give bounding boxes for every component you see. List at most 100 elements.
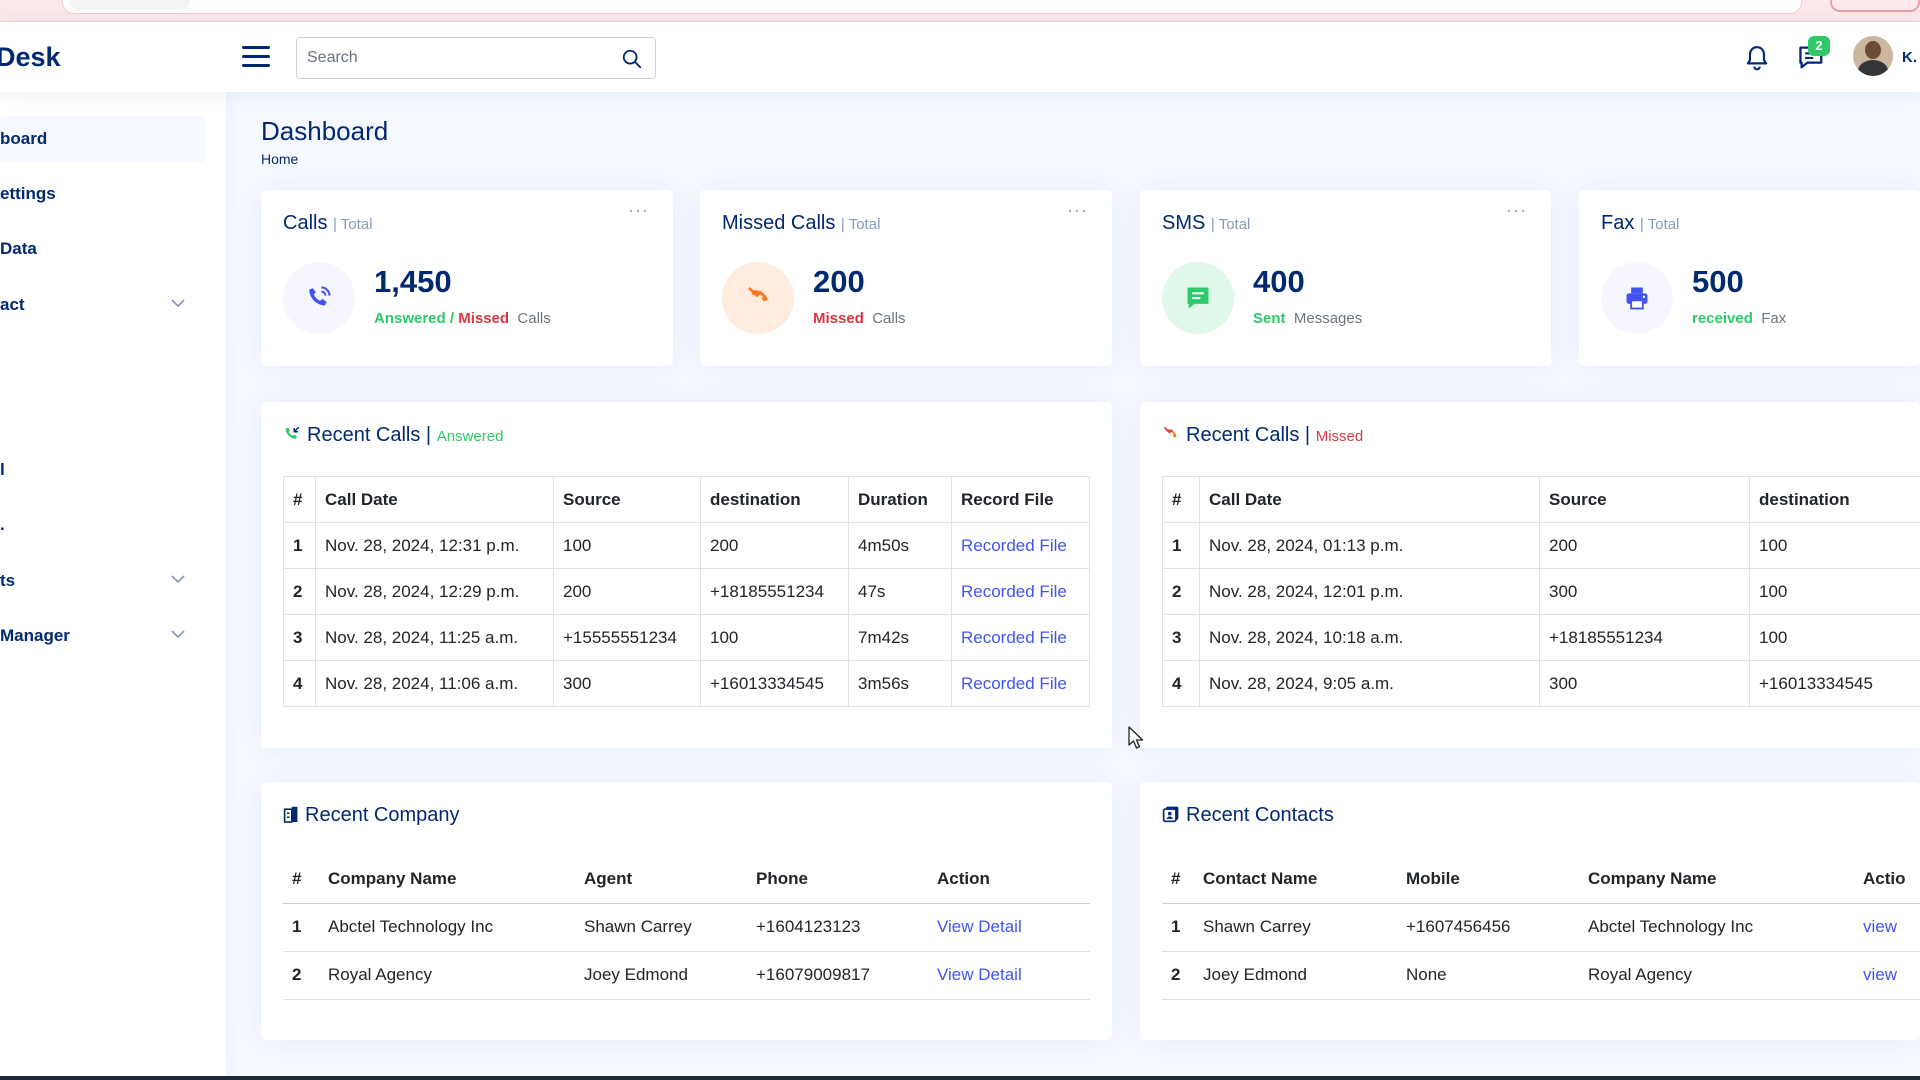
view-detail-link[interactable]: View Detail — [937, 917, 1022, 936]
sidebar-item-label: ts — [0, 571, 16, 590]
search-icon[interactable] — [621, 48, 643, 70]
sidebar-item-label: ettings — [0, 184, 56, 203]
call-duration: 4m50s — [848, 522, 952, 569]
call-date: Nov. 28, 2024, 11:06 a.m. — [315, 660, 554, 707]
column-header: Agent — [575, 855, 747, 904]
sidebar-item-data[interactable]: Data — [0, 226, 205, 272]
call-date: Nov. 28, 2024, 12:29 p.m. — [315, 568, 554, 615]
card-description: Sent Messages — [1253, 310, 1363, 327]
column-header: # — [283, 476, 316, 523]
recent-missed-calls-card: Recent Calls | Missed # Call Date Source… — [1140, 402, 1920, 748]
recorded-file-link[interactable]: Recorded File — [961, 535, 1067, 555]
sidebar-item-5[interactable]: l — [0, 447, 205, 493]
sidebar-item-dashboard[interactable]: board — [0, 116, 205, 162]
search-input[interactable] — [307, 47, 607, 69]
sidebar-item-label: l — [0, 460, 5, 479]
company-name: Royal Agency — [319, 951, 575, 1000]
sidebar-item-6[interactable]: . — [0, 502, 205, 548]
sidebar-item-reports[interactable]: ts — [0, 558, 205, 604]
card-menu-icon[interactable]: ··· — [1506, 200, 1527, 220]
missed-call-icon — [722, 262, 794, 334]
page-title: Dashboard — [261, 116, 389, 146]
call-destination: 100 — [1749, 522, 1920, 569]
menu-toggle-icon[interactable] — [242, 46, 270, 68]
call-destination: 100 — [700, 614, 849, 661]
view-link[interactable]: view — [1863, 917, 1898, 936]
sidebar-item-label: . — [0, 515, 5, 534]
call-destination: +16013334545 — [1749, 660, 1920, 707]
call-destination: 100 — [1749, 614, 1920, 661]
bell-icon[interactable] — [1744, 44, 1770, 72]
card-title: SMS | Total — [1162, 212, 1251, 234]
column-header: # — [1162, 476, 1200, 523]
user-name[interactable]: K. — [1902, 49, 1917, 66]
table-row: 4 Nov. 28, 2024, 11:06 a.m. 300 +1601333454… — [283, 660, 1090, 707]
taskbar-edge — [0, 1076, 1920, 1080]
card-menu-icon[interactable]: ··· — [1067, 200, 1088, 220]
contacts-table: # Contact Name Mobile Company Name Actio… — [1162, 855, 1920, 1000]
table-row: 4 Nov. 28, 2024, 9:05 a.m. 300 +16013334545 — [1162, 660, 1920, 707]
card-description: received Fax — [1692, 310, 1787, 327]
view-detail-link[interactable]: View Detail — [937, 965, 1022, 984]
printer-icon — [1601, 262, 1673, 334]
recorded-file-link[interactable]: Recorded File — [961, 627, 1067, 647]
phone-incoming-icon — [285, 426, 300, 439]
call-source: 200 — [553, 568, 701, 615]
phone-icon — [283, 262, 355, 334]
column-header: # — [1162, 855, 1194, 904]
sidebar-item-settings[interactable]: ettings — [0, 171, 205, 217]
call-date: Nov. 28, 2024, 12:01 p.m. — [1199, 568, 1540, 615]
row-index: 1 — [283, 903, 319, 952]
recorded-file-link[interactable]: Recorded File — [961, 581, 1067, 601]
sms-stat-card: ··· SMS | Total 400 Sent Messages — [1140, 190, 1551, 366]
recorded-file-link[interactable]: Recorded File — [961, 673, 1067, 693]
sidebar-item-label: Manager — [0, 626, 70, 645]
table-row: 2 Royal Agency Joey Edmond +16079009817 View… — [283, 951, 1090, 1000]
section-title: Recent Company — [283, 804, 460, 827]
column-header: Call Date — [315, 476, 554, 523]
avatar[interactable] — [1853, 36, 1893, 76]
call-duration: 47s — [848, 568, 952, 615]
call-destination: 200 — [700, 522, 849, 569]
record-button[interactable] — [1830, 0, 1920, 12]
column-header: Actio — [1854, 855, 1920, 904]
card-menu-icon[interactable]: ··· — [628, 200, 649, 220]
row-index: 4 — [1162, 660, 1200, 707]
column-header: Company Name — [1579, 855, 1854, 904]
breadcrumb[interactable]: Home — [261, 151, 299, 167]
call-date: Nov. 28, 2024, 12:31 p.m. — [315, 522, 554, 569]
company-name: Royal Agency — [1579, 951, 1854, 1000]
phone-number: +1604123123 — [747, 903, 928, 952]
call-source: 300 — [553, 660, 701, 707]
column-header: Call Date — [1199, 476, 1540, 523]
chevron-down-icon — [171, 299, 185, 308]
address-bar[interactable] — [62, 0, 1802, 14]
answered-calls-table: # Call Date Source destination Duration … — [283, 476, 1090, 707]
card-title: Calls | Total — [283, 212, 373, 234]
view-link[interactable]: view — [1863, 965, 1898, 984]
call-source: +15555551234 — [553, 614, 701, 661]
sidebar-item-contact[interactable]: act — [0, 282, 205, 328]
calls-total-value: 1,450 — [374, 264, 452, 299]
browser-tab[interactable] — [70, 0, 190, 10]
table-row: 1 Abctel Technology Inc Shawn Carrey +16041… — [283, 903, 1090, 952]
sidebar-item-manager[interactable]: Manager — [0, 613, 205, 659]
missed-calls-value: 200 — [813, 264, 865, 299]
row-index: 2 — [283, 951, 319, 1000]
table-row: 2 Joey Edmond None Royal Agency view — [1162, 951, 1920, 1000]
fax-total-value: 500 — [1692, 264, 1744, 299]
call-duration: 3m56s — [848, 660, 952, 707]
call-duration: 7m42s — [848, 614, 952, 661]
row-index: 2 — [1162, 568, 1200, 615]
search-box — [296, 37, 656, 79]
fax-stat-card: Fax | Total 500 received Fax — [1579, 190, 1920, 366]
call-source: 300 — [1539, 660, 1750, 707]
card-title: Fax | Total — [1601, 212, 1680, 234]
app-logo[interactable]: Desk — [0, 42, 61, 72]
call-destination: +18185551234 — [700, 568, 849, 615]
card-title: Missed Calls | Total — [722, 212, 881, 234]
sidebar-item-label: act — [0, 295, 25, 314]
table-row: 1 Nov. 28, 2024, 01:13 p.m. 200 100 — [1162, 522, 1920, 569]
call-source: 200 — [1539, 522, 1750, 569]
column-header: destination — [700, 476, 849, 523]
